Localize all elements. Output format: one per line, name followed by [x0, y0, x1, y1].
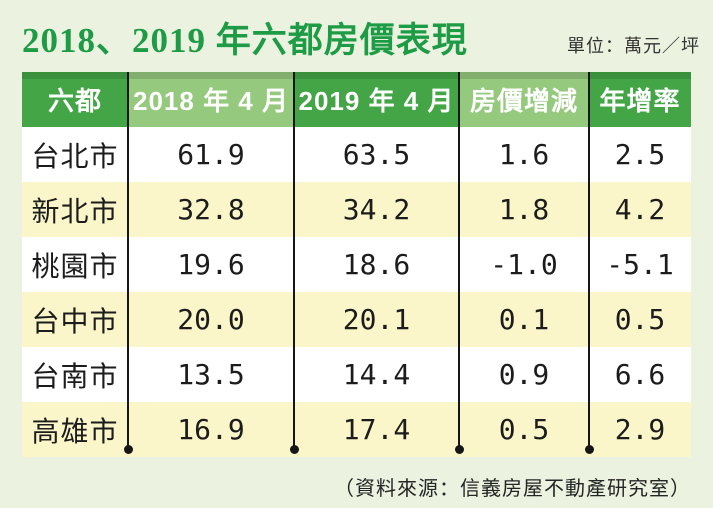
table-row-taichung: 台中市 20.0 20.1 0.1 0.5: [22, 292, 691, 347]
header-cell-yoy: 年增率: [589, 72, 691, 127]
header-cell-apr-2019: 2019 年 4 月: [294, 72, 459, 127]
value-cell: 0.5: [614, 303, 666, 336]
value-cell: 19.6: [177, 248, 245, 281]
column-divider: [123, 72, 133, 454]
header-cell-apr-2018: 2018 年 4 月: [128, 72, 294, 127]
value-cell: 16.9: [177, 413, 245, 446]
value-cell: 0.5: [498, 413, 550, 446]
value-cell: 13.5: [177, 358, 245, 391]
table-row-taoyuan: 桃園市 19.6 18.6 -1.0 -5.1: [22, 237, 691, 292]
table-row-taipei: 台北市 61.9 63.5 1.6 2.5: [22, 127, 691, 182]
value-cell: 20.0: [177, 303, 245, 336]
value-cell: 17.4: [342, 413, 411, 446]
city-cell: 新北市: [31, 195, 119, 227]
source-note: （資料來源：信義房屋不動產研究室）: [334, 478, 691, 500]
column-divider: [584, 72, 594, 454]
value-cell: 1.8: [498, 193, 550, 226]
value-cell: 0.9: [498, 358, 550, 391]
value-cell: -5.1: [606, 248, 674, 281]
city-cell: 高雄市: [31, 415, 119, 447]
value-cell: 2.9: [614, 413, 666, 446]
table-row-tainan: 台南市 13.5 14.4 0.9 6.6: [22, 347, 691, 402]
value-cell: 32.8: [177, 193, 245, 226]
city-cell: 台南市: [31, 360, 119, 392]
city-cell: 台中市: [31, 305, 119, 337]
value-cell: 6.6: [614, 358, 666, 391]
value-cell: 20.1: [342, 303, 411, 336]
city-cell: 台北市: [31, 140, 119, 172]
header-cell-city: 六都: [22, 72, 128, 127]
value-cell: 63.5: [342, 138, 411, 171]
value-cell: 0.1: [498, 303, 550, 336]
value-cell: 61.9: [177, 138, 245, 171]
unit-label: 單位：萬元／坪: [567, 36, 700, 56]
value-cell: 18.6: [342, 248, 411, 281]
city-cell: 桃園市: [31, 250, 119, 282]
value-cell: 4.2: [614, 193, 666, 226]
price-table: 六都 2018 年 4 月 2019 年 4 月 房價增減 年增率 台北市 61…: [22, 72, 691, 457]
value-cell: 34.2: [342, 193, 411, 226]
column-divider: [289, 72, 299, 454]
value-cell: 1.6: [498, 138, 550, 171]
table-header-row: 六都 2018 年 4 月 2019 年 4 月 房價增減 年增率: [22, 72, 691, 127]
header-cell-change: 房價增減: [459, 72, 589, 127]
page-title: 2018、2019 年六都房價表現: [22, 21, 468, 60]
column-divider: [454, 72, 464, 454]
table-row-kaohsiung: 高雄市 16.9 17.4 0.5 2.9: [22, 402, 691, 457]
value-cell: 14.4: [342, 358, 411, 391]
table-row-new-taipei: 新北市 32.8 34.2 1.8 4.2: [22, 182, 691, 237]
value-cell: 2.5: [614, 138, 666, 171]
value-cell: -1.0: [490, 248, 558, 281]
